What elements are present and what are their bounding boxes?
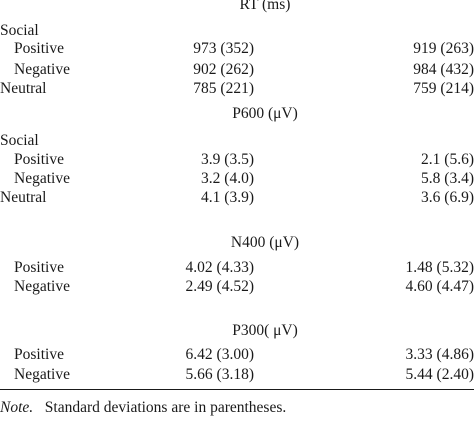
section-title-n400: N400 (μV) [230,234,300,251]
cell-col1: 6.42 (3.00) [185,346,254,363]
section-title-p300: P300( μV) [232,322,298,339]
row-label-social: Social [0,132,39,149]
cell-col2: 4.60 (4.47) [405,278,474,295]
row-label-neutral: Neutral [0,189,47,206]
cell-col1: 3.9 (3.5) [201,151,254,168]
cell-col1: 5.66 (3.18) [185,366,254,383]
cell-col1: 4.1 (3.9) [201,189,254,206]
row-label-positive: Positive [14,151,64,168]
section-title-p600: P600 (μV) [232,105,298,122]
table-note: Note. Standard deviations are in parenth… [0,399,286,417]
cell-col2: 2.1 (5.6) [421,151,474,168]
cell-col2: 5.8 (3.4) [421,170,474,187]
cell-col2: 759 (214) [413,80,474,97]
cell-col2: 984 (432) [413,61,474,78]
cell-col1: 973 (352) [193,40,254,57]
row-label-positive: Positive [14,259,64,276]
cell-col2: 1.48 (5.32) [405,259,474,276]
cell-col1: 785 (221) [193,80,254,97]
cell-col1: 3.2 (4.0) [201,170,254,187]
cell-col1: 4.02 (4.33) [185,259,254,276]
cell-col2: 5.44 (2.40) [405,366,474,383]
row-label-positive: Positive [14,40,64,57]
row-label-negative: Negative [14,170,70,187]
note-text: Standard deviations are in parentheses. [44,399,287,416]
row-label-negative: Negative [14,366,70,383]
note-label: Note. [0,399,34,416]
table-bottom-rule [0,389,474,390]
row-label-positive: Positive [14,346,64,363]
cell-col1: 2.49 (4.52) [185,278,254,295]
row-label-social: Social [0,22,39,39]
cell-col2: 3.33 (4.86) [405,346,474,363]
row-label-neutral: Neutral [0,80,47,97]
row-label-negative: Negative [14,61,70,78]
section-title-rt: RT (ms) [239,0,291,13]
cell-col1: 902 (262) [193,61,254,78]
cell-col2: 3.6 (6.9) [421,189,474,206]
cell-col2: 919 (263) [413,40,474,57]
row-label-negative: Negative [14,278,70,295]
